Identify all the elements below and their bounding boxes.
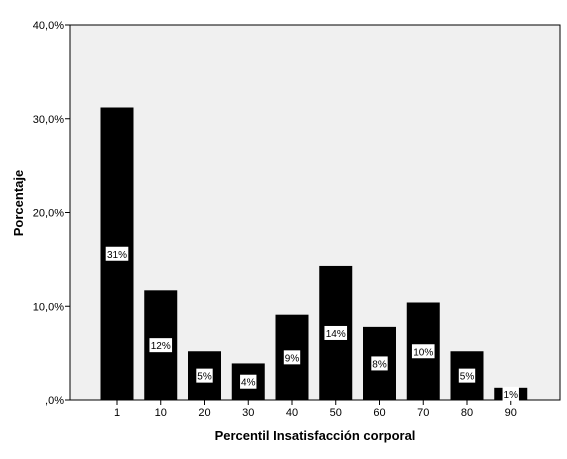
data-label-box — [324, 325, 348, 340]
data-label-text: 1% — [504, 390, 519, 401]
data-label: 1% — [502, 386, 519, 401]
y-tick-label: ,0% — [45, 395, 64, 407]
data-label-box — [371, 356, 388, 371]
y-tick-label: 30,0% — [33, 114, 64, 126]
data-label: 12% — [149, 338, 173, 353]
x-tick-label: 40 — [286, 407, 298, 419]
x-tick-label: 50 — [330, 407, 342, 419]
data-label-box — [105, 246, 129, 261]
x-tick-label: 10 — [155, 407, 167, 419]
x-tick-label: 70 — [417, 407, 429, 419]
data-label: 10% — [411, 344, 435, 359]
data-label: 4% — [240, 374, 257, 389]
data-label: 9% — [283, 350, 301, 365]
data-label: 5% — [196, 368, 213, 383]
x-axis-ticks: 1 10 20 30 40 50 60 70 80 90 — [114, 400, 517, 419]
data-label-text: 5% — [197, 372, 212, 383]
data-label-box — [458, 368, 476, 383]
y-axis-ticks: ,0% 10,0% 20,0% 30,0% 40,0% — [33, 20, 70, 407]
data-label-box — [149, 338, 173, 353]
x-tick-label: 80 — [461, 407, 473, 419]
data-labels: 31% 12% 5% 4% 9% 14% 8% 10% 5% 1% — [105, 246, 519, 401]
x-tick-label: 1 — [114, 407, 120, 419]
data-label: 8% — [371, 356, 388, 371]
data-label-text: 31% — [107, 250, 127, 261]
data-label-box — [411, 344, 435, 359]
x-tick-label: 60 — [373, 407, 385, 419]
y-tick-label: 20,0% — [33, 208, 64, 220]
x-tick-label: 20 — [198, 407, 210, 419]
y-tick-label: 40,0% — [33, 20, 64, 32]
data-label-text: 14% — [326, 329, 346, 340]
x-tick-label: 30 — [242, 407, 254, 419]
data-label-box — [502, 386, 519, 401]
data-label-text: 9% — [285, 353, 300, 364]
data-label: 5% — [458, 368, 476, 383]
data-label-text: 8% — [372, 359, 387, 370]
data-label: 31% — [105, 246, 129, 261]
plot-area — [69, 24, 561, 401]
data-label-text: 12% — [151, 341, 171, 352]
data-label-text: 4% — [241, 378, 256, 389]
y-tick-label: 10,0% — [33, 301, 64, 313]
data-label-text: 5% — [460, 372, 475, 383]
data-label-text: 10% — [413, 347, 433, 358]
x-axis-label: Percentil Insatisfacción corporal — [215, 428, 416, 443]
data-label-box — [283, 350, 301, 365]
data-label-box — [196, 368, 213, 383]
x-tick-label: 90 — [505, 407, 517, 419]
data-label-box — [240, 374, 257, 389]
data-label: 14% — [324, 325, 348, 340]
y-axis-label: Porcentaje — [11, 170, 26, 236]
